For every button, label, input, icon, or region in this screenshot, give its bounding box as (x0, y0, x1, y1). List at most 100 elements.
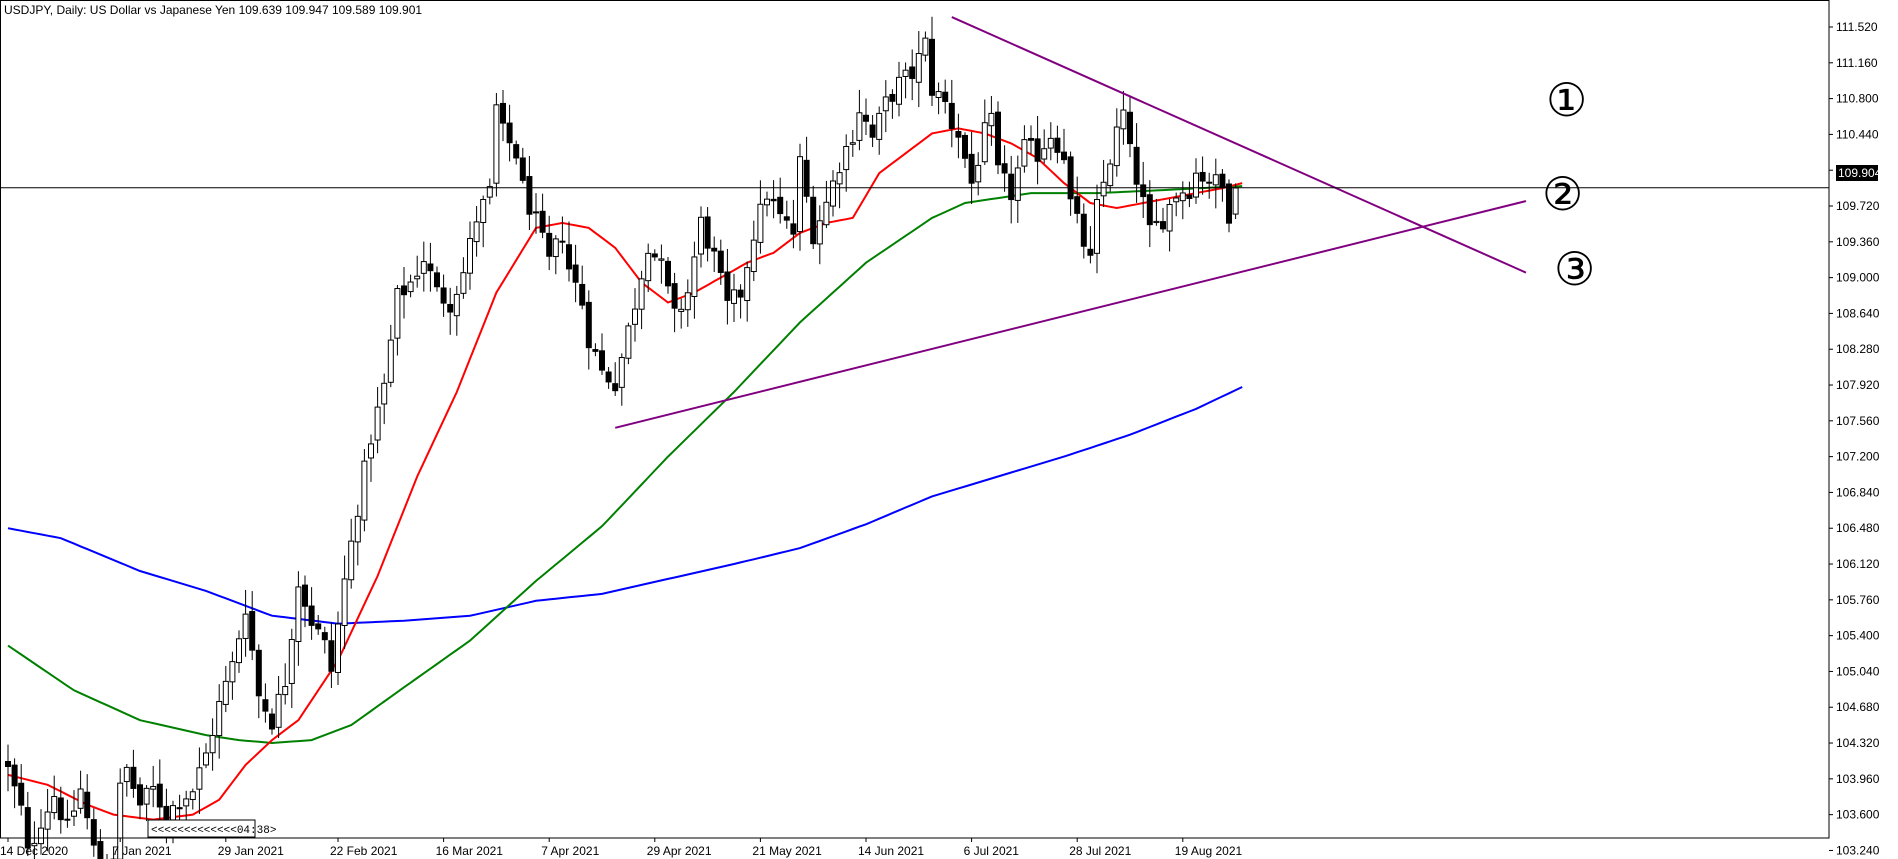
candle (915, 31, 922, 108)
candle-body-bear (717, 250, 724, 273)
candle-body-bull (1193, 172, 1199, 198)
candle-body-bull (493, 104, 500, 184)
candle-body-bull (856, 112, 863, 141)
y-tick-label: 105.400 (1836, 629, 1880, 643)
candle-body-bull (1021, 139, 1028, 167)
candle-body-bull (407, 281, 414, 293)
candle (143, 785, 150, 822)
candle (1028, 125, 1034, 155)
candle-body-bull (295, 586, 302, 643)
x-tick-label: 19 Aug 2021 (1175, 844, 1243, 858)
resistance-trendline[interactable] (951, 16, 1527, 274)
candle-body-bear (1067, 156, 1074, 200)
candle-body-bull (150, 786, 157, 790)
plot-frame (0, 0, 1830, 839)
candle-body-bear (671, 283, 678, 309)
candle-body-bull (381, 382, 388, 405)
candle-body-bull (183, 798, 190, 807)
candle-body-bear (269, 713, 275, 730)
candle (869, 115, 876, 148)
candle-body-bull (387, 339, 394, 383)
candle-body-bear (255, 649, 262, 697)
candle-body-bull (170, 805, 176, 821)
candle (684, 279, 691, 327)
candle (374, 386, 381, 454)
candle (896, 61, 902, 117)
candle (1080, 203, 1087, 259)
candle (493, 92, 500, 197)
candle (295, 571, 302, 666)
candle-body-bear (5, 760, 11, 767)
candle-body-bear (803, 159, 810, 197)
candle (137, 777, 143, 820)
candle-body-bear (156, 783, 163, 808)
candle (1140, 161, 1147, 218)
candle (618, 353, 625, 406)
candle (236, 630, 242, 673)
candle (31, 821, 38, 859)
candle-body-bear (1080, 213, 1087, 247)
candle-body-bull (64, 818, 71, 821)
candle-body-bull (1107, 163, 1114, 187)
candle (24, 791, 31, 857)
candle (1232, 183, 1239, 220)
candle-body-bull (843, 145, 850, 171)
candle-body-bull (552, 238, 559, 258)
candle-body-bull (876, 112, 883, 140)
candle-body-bear (500, 102, 506, 124)
candle-body-bull (625, 325, 632, 359)
candle (995, 101, 1001, 175)
candle-body-bear (90, 819, 97, 846)
candle (882, 80, 889, 133)
candle (750, 220, 757, 282)
candle-body-bull (988, 112, 995, 127)
candle (579, 265, 586, 310)
candle-body-bull (341, 578, 348, 626)
candle-body-bear (1008, 173, 1015, 201)
timer-box: <<<<<<<<<<<<<04:38> (147, 819, 276, 838)
candle (84, 774, 91, 830)
candle (38, 809, 44, 855)
candle (229, 651, 236, 700)
candle (1160, 207, 1166, 233)
candle-body-bear (427, 263, 434, 272)
candle (632, 288, 638, 342)
candle (988, 95, 995, 146)
candle (539, 193, 546, 239)
candle-body-bull (473, 221, 480, 243)
support-trendline[interactable] (614, 200, 1527, 429)
candle (962, 132, 968, 169)
candle (698, 206, 704, 268)
candle-body-bear (585, 301, 592, 349)
candle (1127, 95, 1133, 158)
candle (255, 644, 262, 719)
candle-body-bull (1212, 174, 1219, 186)
candle-body-bull (361, 460, 368, 521)
candle-body-bull (71, 810, 77, 817)
candle (480, 195, 487, 248)
candle (269, 708, 275, 735)
candle-body-bear (1160, 221, 1166, 230)
y-tick-label: 105.040 (1836, 664, 1880, 678)
candle-body-bear (995, 111, 1001, 166)
candle (460, 257, 467, 299)
candle (275, 676, 282, 739)
candle (803, 136, 810, 203)
candle-body-bull (222, 680, 229, 705)
candle (1206, 172, 1213, 199)
candle-body-bear (176, 807, 183, 810)
y-tick-label: 109.000 (1836, 271, 1880, 285)
x-tick-label: 14 Jun 2021 (858, 844, 924, 858)
candle (387, 324, 394, 388)
candle-body-bull (143, 787, 150, 805)
candle-body-bull (31, 842, 38, 847)
candle (1087, 226, 1094, 264)
candle-body-bear (519, 157, 526, 181)
candle-body-bear (968, 153, 975, 184)
candle-body-bear (1028, 138, 1034, 141)
candle-body-bull (1206, 181, 1213, 184)
candle-body-bear (942, 91, 949, 102)
candle (18, 764, 25, 816)
y-tick-label: 108.280 (1836, 342, 1880, 356)
